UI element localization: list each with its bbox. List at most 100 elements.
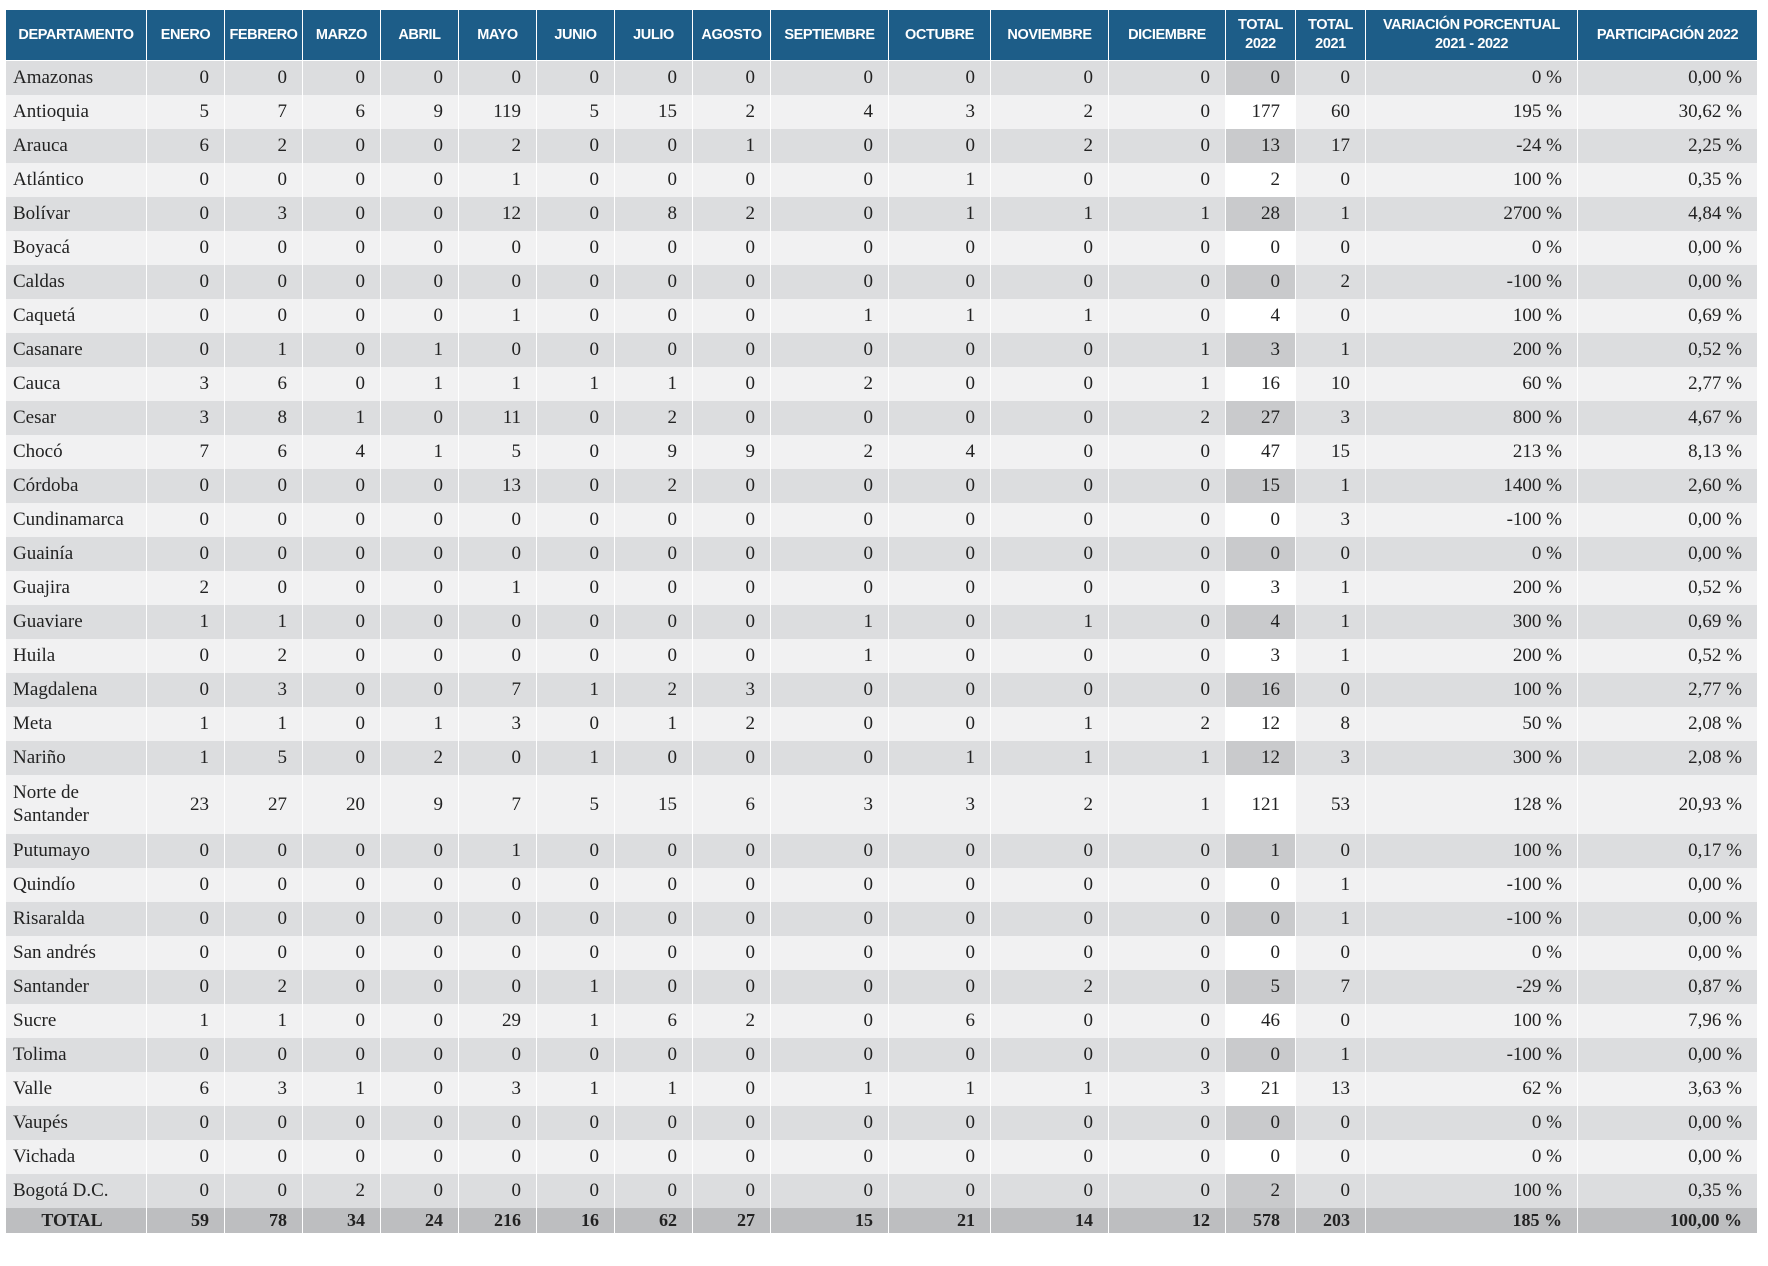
value-cell: 6 — [302, 95, 381, 129]
value-cell: 0 — [770, 401, 889, 435]
value-cell: 0 — [770, 707, 889, 741]
value-cell: 6 — [692, 775, 771, 834]
value-cell: 1 — [536, 741, 615, 775]
value-cell: 0 — [614, 834, 693, 868]
department-cell: Casanare — [5, 333, 147, 367]
value-cell: 0 — [888, 868, 991, 902]
value-cell: 0 — [146, 834, 225, 868]
value-cell: 2 — [614, 673, 693, 707]
value-cell: 3 — [1295, 503, 1366, 537]
value-cell: 0 — [536, 1038, 615, 1072]
value-cell: 1 — [302, 1072, 381, 1106]
value-cell: 1 — [990, 741, 1109, 775]
value-cell: 1 — [990, 707, 1109, 741]
value-cell: 0 — [380, 1072, 459, 1106]
value-cell: 0 — [302, 673, 381, 707]
value-cell: 100 % — [1365, 1004, 1578, 1038]
value-cell: 5 — [1225, 970, 1296, 1004]
department-cell: Norte de Santander — [5, 775, 147, 834]
department-cell: Vichada — [5, 1140, 147, 1174]
value-cell: 0 — [536, 571, 615, 605]
column-header: TOTAL 2022 — [1225, 9, 1296, 61]
value-cell: 4 — [302, 435, 381, 469]
value-cell: 0 — [1108, 639, 1226, 673]
value-cell: 0 — [302, 605, 381, 639]
table-row: Vaupés 0 0 0 0 0 0 0 0 0 0 0 0 0 0 0 % 0,00 % — [5, 1106, 1758, 1140]
value-cell: 0 — [888, 401, 991, 435]
value-cell: 0 — [458, 265, 537, 299]
value-cell: 0 — [770, 868, 889, 902]
value-cell: 0 — [146, 299, 225, 333]
value-cell: 0 — [536, 469, 615, 503]
value-cell: 0 — [990, 834, 1109, 868]
value-cell: 3 — [692, 673, 771, 707]
value-cell: 0 — [990, 469, 1109, 503]
value-cell: 3 — [1225, 571, 1296, 605]
department-cell: Atlántico — [5, 163, 147, 197]
value-cell: 1 — [146, 741, 225, 775]
value-cell: 0 — [380, 197, 459, 231]
value-cell: 8 — [614, 197, 693, 231]
table-row: Valle 6 3 1 0 3 1 1 0 1 1 1 3 21 13 62 % 3,63 % — [5, 1072, 1758, 1106]
value-cell: 1 — [380, 333, 459, 367]
value-cell: 0 — [692, 163, 771, 197]
value-cell: 0 — [888, 60, 991, 95]
value-cell: 0 — [1295, 60, 1366, 95]
value-cell: 0 — [1108, 1106, 1226, 1140]
value-cell: 1 — [614, 1072, 693, 1106]
value-cell: 5 — [224, 741, 303, 775]
value-cell: 0 — [1295, 1106, 1366, 1140]
value-cell: 1 — [1108, 367, 1226, 401]
value-cell: 1 — [302, 401, 381, 435]
department-cell: Amazonas — [5, 60, 147, 95]
value-cell: 0 — [302, 741, 381, 775]
value-cell: 0 — [380, 163, 459, 197]
value-cell: 0 — [770, 902, 889, 936]
value-cell: 1 — [224, 605, 303, 639]
value-cell: 0 — [1295, 1174, 1366, 1208]
value-cell: 0 — [990, 231, 1109, 265]
value-cell: 0 — [770, 197, 889, 231]
value-cell: 1 — [536, 1004, 615, 1038]
value-cell: 0,00 % — [1577, 1038, 1758, 1072]
header-row: DEPARTAMENTO ENERO FEBRERO MARZO ABRIL MAYO JU… — [5, 9, 1758, 61]
value-cell: 0 — [536, 1140, 615, 1174]
value-cell: 0 — [990, 60, 1109, 95]
value-cell: 1 — [614, 707, 693, 741]
value-cell: 0 — [990, 503, 1109, 537]
table-row: Meta 1 1 0 1 3 0 1 2 0 0 1 2 12 8 50 % 2,08 % — [5, 707, 1758, 741]
value-cell: 0 — [990, 571, 1109, 605]
value-cell: 0 — [380, 537, 459, 571]
value-cell: 1 — [1295, 1038, 1366, 1072]
value-cell: 2 — [380, 741, 459, 775]
value-cell: 3 — [146, 367, 225, 401]
value-cell: 78 — [224, 1208, 303, 1233]
value-cell: 12 — [1225, 741, 1296, 775]
value-cell: 0 — [380, 231, 459, 265]
data-table: DEPARTAMENTO ENERO FEBRERO MARZO ABRIL MAYO JU… — [5, 9, 1758, 1233]
value-cell: 4 — [770, 95, 889, 129]
value-cell: 1 — [888, 197, 991, 231]
value-cell: 0 — [224, 936, 303, 970]
table-row: Guajira 2 0 0 0 1 0 0 0 0 0 0 0 3 1 200 % 0,52 % — [5, 571, 1758, 605]
value-cell: 0 — [302, 571, 381, 605]
value-cell: 5 — [146, 95, 225, 129]
value-cell: 0 — [224, 265, 303, 299]
column-header: JUNIO — [536, 9, 615, 61]
value-cell: 0 — [302, 129, 381, 163]
department-cell: Huila — [5, 639, 147, 673]
value-cell: 0 — [692, 401, 771, 435]
table-row: San andrés 0 0 0 0 0 0 0 0 0 0 0 0 0 0 0 % 0,00 % — [5, 936, 1758, 970]
value-cell: 0 — [536, 60, 615, 95]
value-cell: 0 — [302, 1038, 381, 1072]
value-cell: 0 — [1108, 1038, 1226, 1072]
value-cell: 0 — [1108, 231, 1226, 265]
column-header: OCTUBRE — [888, 9, 991, 61]
value-cell: 0 — [770, 163, 889, 197]
value-cell: 2 — [1225, 1174, 1296, 1208]
table-row: Bolívar 0 3 0 0 12 0 8 2 0 1 1 1 28 1 2700 % 4,84 % — [5, 197, 1758, 231]
value-cell: 0 — [888, 639, 991, 673]
department-cell: Guaviare — [5, 605, 147, 639]
